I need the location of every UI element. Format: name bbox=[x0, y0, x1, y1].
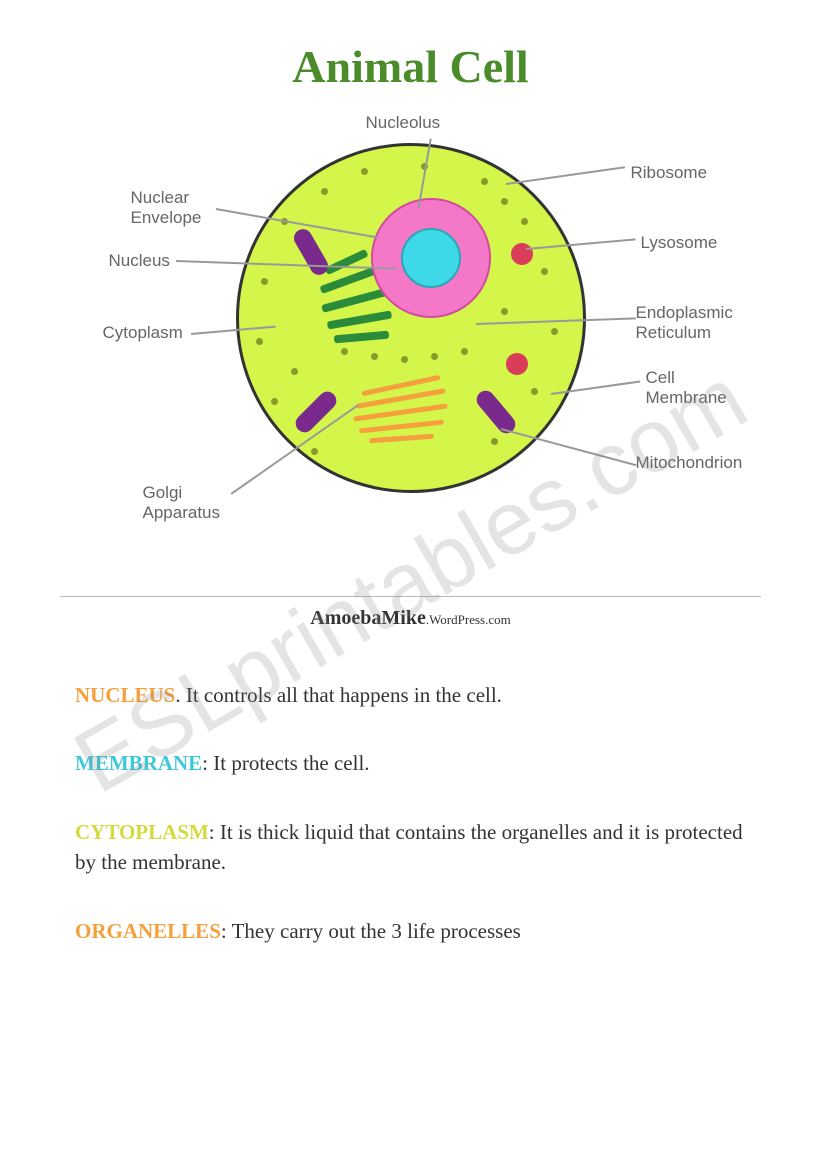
label-ribosome: Ribosome bbox=[631, 163, 708, 183]
ribosome-dot bbox=[521, 218, 528, 225]
ribosome-dot bbox=[431, 353, 438, 360]
diagram-title: Animal Cell bbox=[60, 40, 761, 93]
lysosome-shape bbox=[506, 353, 528, 375]
ribosome-dot bbox=[321, 188, 328, 195]
label-nuclear-envelope: Nuclear Envelope bbox=[131, 188, 202, 229]
ribosome-dot bbox=[291, 368, 298, 375]
ribosome-dot bbox=[531, 388, 538, 395]
term-text: They carry out the 3 life processes bbox=[232, 919, 521, 943]
term-sep: : bbox=[221, 919, 232, 943]
page-container: Animal Cell bbox=[0, 0, 821, 1024]
definition-item: MEMBRANE: It protects the cell. bbox=[75, 748, 746, 778]
lysosome-shape bbox=[511, 243, 533, 265]
label-er: Endoplasmic Reticulum bbox=[636, 303, 733, 344]
ribosome-dot bbox=[491, 438, 498, 445]
ribosome-dot bbox=[271, 398, 278, 405]
label-lysosome: Lysosome bbox=[641, 233, 718, 253]
ribosome-dot bbox=[261, 278, 268, 285]
term-label: CYTOPLASM bbox=[75, 820, 209, 844]
label-nucleolus: Nucleolus bbox=[366, 113, 441, 133]
leader-line bbox=[505, 166, 624, 184]
credit-line: AmoebaMike.WordPress.com bbox=[60, 596, 761, 630]
golgi-apparatus-shape bbox=[351, 378, 451, 443]
ribosome-dot bbox=[361, 168, 368, 175]
label-mitochondrion: Mitochondrion bbox=[636, 453, 743, 473]
cell-diagram: Nucleolus Nuclear Envelope Nucleus Cytop… bbox=[61, 108, 761, 588]
term-label: ORGANELLES bbox=[75, 919, 221, 943]
nucleolus-shape bbox=[401, 228, 461, 288]
label-cytoplasm: Cytoplasm bbox=[103, 323, 183, 343]
term-text: It protects the cell. bbox=[213, 751, 369, 775]
label-nucleus: Nucleus bbox=[109, 251, 170, 271]
term-sep: : bbox=[209, 820, 220, 844]
term-label: NUCLEUS bbox=[75, 683, 175, 707]
ribosome-dot bbox=[401, 356, 408, 363]
term-sep: . bbox=[175, 683, 186, 707]
term-label: MEMBRANE bbox=[75, 751, 202, 775]
label-golgi: Golgi Apparatus bbox=[143, 483, 221, 524]
definitions-section: NUCLEUS. It controls all that happens in… bbox=[60, 680, 761, 946]
ribosome-dot bbox=[311, 448, 318, 455]
definition-item: CYTOPLASM: It is thick liquid that conta… bbox=[75, 817, 746, 878]
term-sep: : bbox=[202, 751, 213, 775]
credit-name: AmoebaMike bbox=[310, 607, 426, 629]
label-cell-membrane: Cell Membrane bbox=[646, 368, 727, 409]
ribosome-dot bbox=[341, 348, 348, 355]
ribosome-dot bbox=[256, 338, 263, 345]
ribosome-dot bbox=[551, 328, 558, 335]
ribosome-dot bbox=[481, 178, 488, 185]
ribosome-dot bbox=[371, 353, 378, 360]
term-text: It controls all that happens in the cell… bbox=[186, 683, 502, 707]
ribosome-dot bbox=[541, 268, 548, 275]
definition-item: NUCLEUS. It controls all that happens in… bbox=[75, 680, 746, 710]
definition-item: ORGANELLES: They carry out the 3 life pr… bbox=[75, 916, 746, 946]
ribosome-dot bbox=[501, 198, 508, 205]
ribosome-dot bbox=[501, 308, 508, 315]
ribosome-dot bbox=[461, 348, 468, 355]
credit-suffix: .WordPress.com bbox=[426, 612, 511, 627]
